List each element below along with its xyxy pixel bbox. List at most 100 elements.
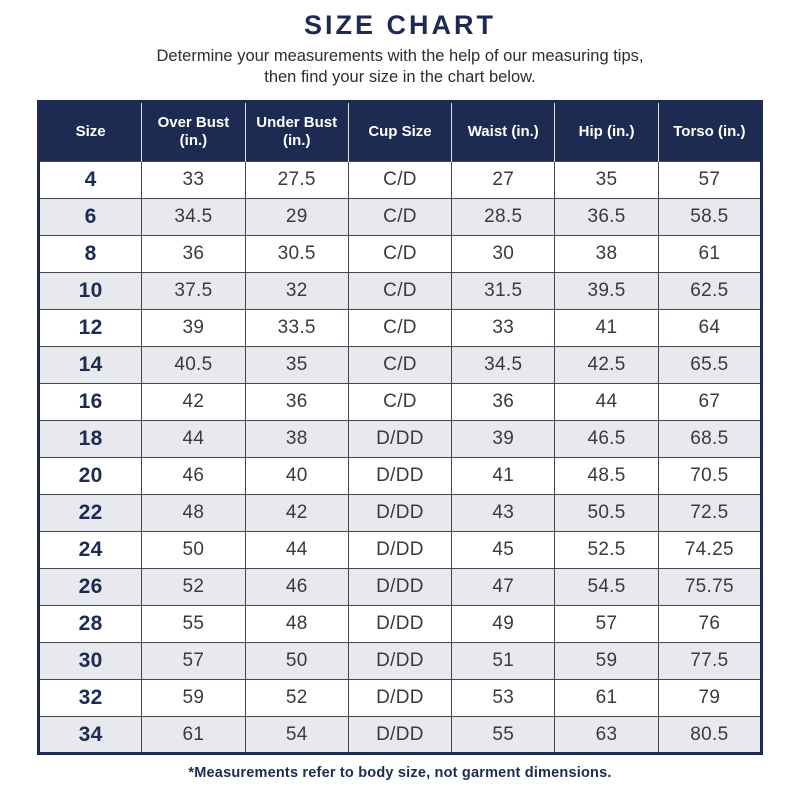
table-cell: C/D	[347, 198, 453, 237]
size-cell: 16	[37, 383, 143, 422]
page-title: SIZE CHART	[304, 10, 496, 40]
table-cell: 61	[657, 235, 763, 274]
table-cell: 39.5	[554, 272, 659, 311]
table-cell: 42	[141, 383, 246, 422]
column-header: Waist (in.)	[451, 101, 555, 162]
table-cell: 41	[554, 309, 659, 348]
table-cell: 30	[451, 235, 556, 274]
column-header: Over Bust (in.)	[141, 101, 246, 162]
table-cell: 50.5	[554, 494, 659, 533]
table-row: 8 36 30.5 C/D 30 38 61	[37, 235, 763, 274]
table-row: 10 37.5 32 C/D 31.5 39.5 62.5	[37, 272, 763, 311]
table-cell: C/D	[347, 161, 453, 200]
table-cell: 51	[451, 642, 556, 681]
table-cell: 36.5	[554, 198, 659, 237]
size-cell: 26	[37, 568, 143, 607]
table-cell: 67	[657, 383, 763, 422]
column-header: Torso (in.)	[657, 101, 762, 162]
size-cell: 30	[37, 642, 143, 681]
size-cell: 32	[37, 679, 143, 718]
table-cell: 59	[554, 642, 659, 681]
table-row: 4 33 27.5 C/D 27 35 57	[37, 161, 763, 200]
table-cell: D/DD	[347, 679, 453, 718]
table-row: 22 48 42 D/DD 43 50.5 72.5	[37, 494, 763, 533]
table-row: 28 55 48 D/DD 49 57 76	[37, 605, 763, 644]
size-cell: 22	[37, 494, 143, 533]
table-cell: 45	[451, 531, 556, 570]
column-header: Cup Size	[347, 101, 452, 162]
size-cell: 10	[37, 272, 143, 311]
table-cell: 62.5	[657, 272, 763, 311]
table-row: 14 40.5 35 C/D 34.5 42.5 65.5	[37, 346, 763, 385]
table-cell: 34.5	[141, 198, 246, 237]
table-cell: 27	[451, 161, 556, 200]
size-cell: 28	[37, 605, 143, 644]
table-cell: D/DD	[347, 494, 453, 533]
size-cell: 6	[37, 198, 143, 237]
table-cell: 35	[554, 161, 659, 200]
table-row: 6 34.5 29 C/D 28.5 36.5 58.5	[37, 198, 763, 237]
subtitle: Determine your measurements with the hel…	[0, 46, 800, 87]
table-cell: 49	[451, 605, 556, 644]
table-cell: 57	[657, 161, 763, 200]
table-cell: 44	[141, 420, 246, 459]
table-row: 12 39 33.5 C/D 33 41 64	[37, 309, 763, 348]
size-cell: 24	[37, 531, 143, 570]
table-cell: 50	[141, 531, 246, 570]
table-cell: 37.5	[141, 272, 246, 311]
table-cell: 55	[141, 605, 246, 644]
table-cell: 42.5	[554, 346, 659, 385]
table-cell: 77.5	[657, 642, 763, 681]
table-cell: 33.5	[244, 309, 349, 348]
table-cell: 52	[141, 568, 246, 607]
table-cell: 27.5	[244, 161, 349, 200]
table-cell: 72.5	[657, 494, 763, 533]
table-cell: 39	[451, 420, 556, 459]
table-row: 32 59 52 D/DD 53 61 79	[37, 679, 763, 718]
size-cell: 4	[37, 161, 143, 200]
table-cell: 50	[244, 642, 349, 681]
table-row: 24 50 44 D/DD 45 52.5 74.25	[37, 531, 763, 570]
table-cell: 32	[244, 272, 349, 311]
table-cell: C/D	[347, 383, 453, 422]
table-cell: C/D	[347, 309, 453, 348]
table-cell: 58.5	[657, 198, 763, 237]
table-cell: D/DD	[347, 457, 453, 496]
table-cell: 46	[244, 568, 349, 607]
table-cell: 70.5	[657, 457, 763, 496]
table-cell: 44	[244, 531, 349, 570]
table-cell: 43	[451, 494, 556, 533]
table-cell: 59	[141, 679, 246, 718]
size-cell: 12	[37, 309, 143, 348]
column-header: Under Bust (in.)	[244, 101, 349, 162]
table-cell: 61	[554, 679, 659, 718]
table-cell: 55	[451, 716, 556, 755]
table-cell: 68.5	[657, 420, 763, 459]
table-cell: 80.5	[657, 716, 763, 755]
table-row: 34 61 54 D/DD 55 63 80.5	[37, 716, 763, 755]
table-cell: 47	[451, 568, 556, 607]
table-cell: 57	[554, 605, 659, 644]
table-cell: 46	[141, 457, 246, 496]
size-cell: 18	[37, 420, 143, 459]
table-cell: 36	[244, 383, 349, 422]
table-cell: 28.5	[451, 198, 556, 237]
footnote: *Measurements refer to body size, not ga…	[188, 765, 612, 782]
table-row: 30 57 50 D/DD 51 59 77.5	[37, 642, 763, 681]
table-cell: 48	[141, 494, 246, 533]
table-row: 18 44 38 D/DD 39 46.5 68.5	[37, 420, 763, 459]
table-row: 20 46 40 D/DD 41 48.5 70.5	[37, 457, 763, 496]
table-cell: 46.5	[554, 420, 659, 459]
table-cell: 35	[244, 346, 349, 385]
table-cell: C/D	[347, 346, 453, 385]
table-cell: 54.5	[554, 568, 659, 607]
table-cell: 33	[141, 161, 246, 200]
table-cell: C/D	[347, 272, 453, 311]
table-row: 26 52 46 D/DD 47 54.5 75.75	[37, 568, 763, 607]
table-cell: 76	[657, 605, 763, 644]
size-chart-table: Size Over Bust (in.) Under Bust (in.) Cup S…	[37, 100, 763, 756]
table-cell: 79	[657, 679, 763, 718]
table-cell: 53	[451, 679, 556, 718]
size-cell: 8	[37, 235, 143, 274]
